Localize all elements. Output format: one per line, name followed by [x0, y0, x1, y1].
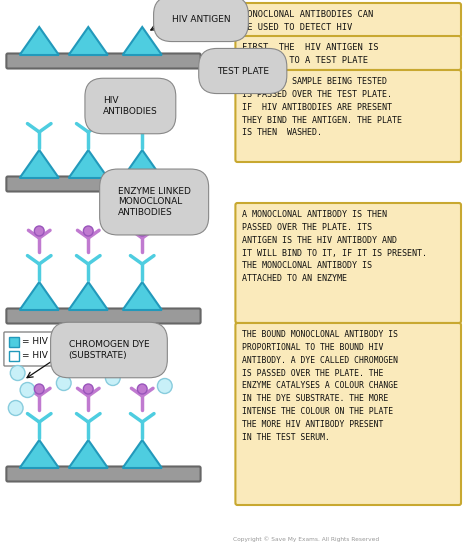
Text: THE BOUND MONOCLONAL ANTIBODY IS
PROPORTIONAL TO THE BOUND HIV
ANTIBODY. A DYE C: THE BOUND MONOCLONAL ANTIBODY IS PROPORT…: [242, 330, 398, 442]
Text: THE BLOOD SAMPLE BEING TESTED
IS PASSED OVER THE TEST PLATE.
IF  HIV ANTIBODIES : THE BLOOD SAMPLE BEING TESTED IS PASSED …: [242, 77, 402, 137]
Polygon shape: [19, 282, 59, 310]
FancyBboxPatch shape: [6, 53, 201, 69]
Text: = HIV +: = HIV +: [22, 338, 58, 346]
Polygon shape: [123, 150, 162, 178]
Text: = HIV -: = HIV -: [22, 351, 54, 361]
Polygon shape: [69, 27, 108, 55]
FancyBboxPatch shape: [236, 3, 461, 37]
Circle shape: [56, 376, 71, 390]
FancyBboxPatch shape: [6, 467, 201, 481]
FancyBboxPatch shape: [6, 309, 201, 323]
Text: Copyright © Save My Exams. All Rights Reserved: Copyright © Save My Exams. All Rights Re…: [233, 536, 380, 542]
Polygon shape: [69, 150, 108, 178]
Text: A MONOCLONAL ANTIBODY IS THEN
PASSED OVER THE PLATE. ITS
ANTIGEN IS THE HIV ANTI: A MONOCLONAL ANTIBODY IS THEN PASSED OVE…: [242, 210, 427, 283]
Circle shape: [34, 384, 44, 394]
Polygon shape: [69, 282, 108, 310]
FancyBboxPatch shape: [9, 351, 18, 361]
Circle shape: [105, 371, 120, 385]
Circle shape: [137, 384, 147, 394]
FancyBboxPatch shape: [236, 203, 461, 323]
Text: ENZYME LINKED
MONOCLONAL
ANTIBODIES: ENZYME LINKED MONOCLONAL ANTIBODIES: [118, 187, 191, 217]
Polygon shape: [123, 282, 162, 310]
FancyBboxPatch shape: [236, 70, 461, 162]
FancyBboxPatch shape: [236, 36, 461, 70]
Text: MONOCLONAL ANTIBODIES CAN
BE USED TO DETECT HIV: MONOCLONAL ANTIBODIES CAN BE USED TO DET…: [242, 10, 374, 32]
Polygon shape: [19, 440, 59, 468]
Circle shape: [10, 366, 25, 380]
Text: FIRST  THE  HIV ANTIGEN IS
ATTACHED TO A TEST PLATE: FIRST THE HIV ANTIGEN IS ATTACHED TO A T…: [242, 43, 379, 65]
Text: HIV ANTIGEN: HIV ANTIGEN: [172, 14, 230, 24]
Polygon shape: [123, 440, 162, 468]
Polygon shape: [69, 440, 108, 468]
FancyBboxPatch shape: [9, 337, 18, 347]
Text: TEST PLATE: TEST PLATE: [217, 66, 269, 76]
Polygon shape: [123, 27, 162, 55]
FancyBboxPatch shape: [236, 323, 461, 505]
Circle shape: [9, 401, 23, 416]
Polygon shape: [19, 150, 59, 178]
Circle shape: [137, 226, 147, 236]
Circle shape: [34, 226, 44, 236]
FancyBboxPatch shape: [6, 176, 201, 192]
Circle shape: [20, 383, 35, 397]
Text: CHROMOGEN DYE
(SUBSTRATE): CHROMOGEN DYE (SUBSTRATE): [69, 340, 149, 360]
Polygon shape: [19, 27, 59, 55]
Text: HIV
ANTIBODIES: HIV ANTIBODIES: [103, 96, 158, 116]
Circle shape: [83, 384, 93, 394]
FancyBboxPatch shape: [4, 332, 104, 366]
Circle shape: [83, 226, 93, 236]
Circle shape: [157, 378, 172, 394]
